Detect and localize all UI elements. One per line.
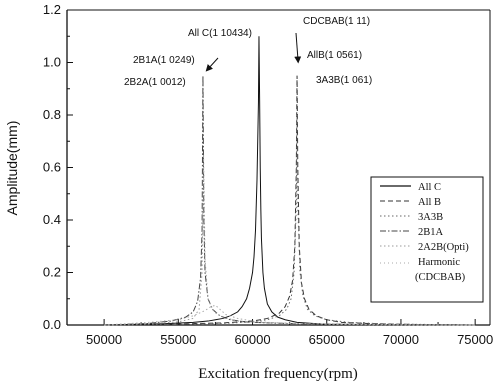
annotation-3a3b: 3A3B(1 061): [316, 75, 372, 86]
series-line-all-b: [104, 75, 476, 326]
arrow-cdcbab: [294, 32, 302, 64]
x-tick-label: 55000: [160, 332, 196, 347]
series-line-harmonic: [104, 304, 476, 326]
y-tick-label: 0.6: [43, 160, 61, 175]
x-tick-label: 60000: [234, 332, 270, 347]
y-tick-label: 0.2: [43, 265, 61, 280]
legend: All C All B 3A3B 2B1A 2A2B(Opti) Harmoni…: [370, 176, 484, 303]
legend-label-all-b: All B: [418, 197, 441, 208]
annotation-cdcbab: CDCBAB(1 11): [303, 16, 370, 27]
y-tick-label: 0.0: [43, 317, 61, 332]
y-tick-label: 0.8: [43, 107, 61, 122]
y-tick-label: 1.0: [43, 55, 61, 70]
x-tick-label: 65000: [309, 332, 345, 347]
annotations: All C(1 10434) 2B1A(1 0249) 2B2A(1 0012)…: [124, 16, 372, 88]
annotation-all-c: All C(1 10434): [188, 28, 252, 39]
series-group: [104, 36, 476, 326]
legend-label-3a3b: 3A3B: [418, 212, 443, 223]
y-tick-label: 0.4: [43, 212, 61, 227]
x-ticks: 50000 55000 60000 65000 70000 75000: [66, 319, 493, 347]
arrow-2b1a: [205, 57, 219, 72]
annotation-2b2a: 2B2A(1 0012): [124, 77, 186, 88]
y-ticks: 0.0 0.2 0.4 0.6 0.8 1.0 1.2: [43, 2, 73, 332]
legend-label-harmonic: Harmonic: [418, 257, 460, 268]
x-tick-label: 75000: [457, 332, 493, 347]
x-tick-label: 50000: [86, 332, 122, 347]
series-line-2b1a: [104, 75, 476, 326]
legend-box: [370, 176, 484, 303]
y-axis-title: Amplitude(mm): [4, 121, 20, 216]
annotation-2b1a: 2B1A(1 0249): [133, 55, 195, 66]
x-tick-label: 70000: [383, 332, 419, 347]
legend-label-2b1a: 2B1A: [418, 227, 444, 238]
y-tick-label: 1.2: [43, 2, 61, 17]
annotation-allb: AllB(1 0561): [307, 50, 362, 61]
x-axis-title: Excitation frequency(rpm): [198, 366, 358, 382]
legend-label-cdcbab: (CDCBAB): [415, 272, 466, 283]
legend-label-2a2b: 2A2B(Opti): [418, 242, 469, 253]
legend-label-all-c: All C: [418, 182, 441, 193]
